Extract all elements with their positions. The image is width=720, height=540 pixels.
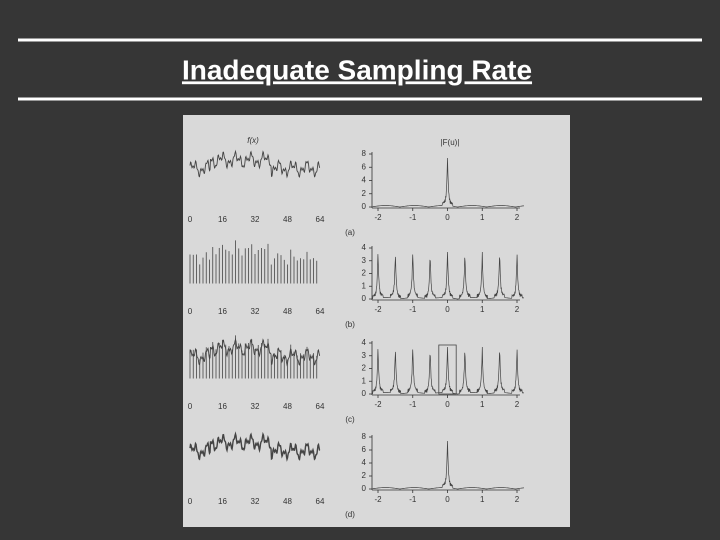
left-x-tick-label: 0 (188, 497, 193, 506)
left-x-tick-label: 16 (218, 402, 227, 411)
caption: (c) (345, 415, 355, 424)
left-x-tick-label: 64 (316, 497, 325, 506)
right-x-tick-label: 0 (445, 495, 450, 504)
right-x-tick-label: 0 (445, 305, 450, 314)
right-y-tick-label: 0 (362, 484, 367, 493)
caption: (d) (345, 510, 355, 519)
right-y-tick-label: 4 (362, 458, 367, 467)
right-y-tick-label: 3 (362, 256, 367, 265)
spectrum (370, 440, 525, 490)
right-y-tick-label: 2 (362, 364, 367, 373)
right-x-tick-label: 1 (480, 495, 485, 504)
right-y-tick-label: 2 (362, 189, 367, 198)
right-y-tick-label: 4 (362, 243, 367, 252)
filter-box (438, 344, 457, 395)
right-x-tick-label: -1 (409, 305, 417, 314)
slide-title: Inadequate Sampling Rate (182, 54, 532, 85)
spectrum (370, 157, 525, 208)
left-x-tick-label: 48 (283, 215, 292, 224)
right-x-tick-label: -2 (374, 213, 382, 222)
right-x-tick-label: -1 (409, 495, 417, 504)
right-x-tick-label: 2 (515, 495, 520, 504)
left-x-tick-label: 0 (188, 402, 193, 411)
left-x-tick-label: 64 (316, 215, 325, 224)
right-y-tick-label: 6 (362, 445, 367, 454)
right-x-tick-label: 0 (445, 213, 450, 222)
spectrum (370, 251, 524, 300)
left-x-tick-label: 48 (283, 307, 292, 316)
right-x-tick-label: -1 (409, 213, 417, 222)
right-y-tick-label: 8 (362, 432, 367, 441)
signal (189, 431, 321, 462)
signal (189, 149, 321, 179)
figure-image (183, 115, 570, 527)
right-y-tick-label: 0 (362, 294, 367, 303)
right-y-tick-label: 4 (362, 176, 367, 185)
right-x-tick-label: -1 (409, 400, 417, 409)
left-x-tick-label: 16 (218, 307, 227, 316)
figure: f(x) |F(u)| (a)0 16 32 48 64 -2 -1 0 1 202468(b)0… (188, 136, 525, 519)
left-x-tick-label: 16 (218, 497, 227, 506)
right-x-tick-label: 0 (445, 400, 450, 409)
right-y-tick-label: 1 (362, 376, 367, 385)
left-x-tick-label: 64 (316, 307, 325, 316)
caption: (b) (345, 320, 355, 329)
right-y-tick-label: 1 (362, 281, 367, 290)
right-y-tick-label: 4 (362, 338, 367, 347)
right-y-tick-label: 3 (362, 351, 367, 360)
spectrum (370, 346, 524, 395)
left-x-tick-label: 32 (251, 497, 260, 506)
left-x-tick-label: 48 (283, 497, 292, 506)
right-x-tick-label: 2 (515, 213, 520, 222)
right-y-tick-label: 0 (362, 389, 367, 398)
right-y-tick-label: 2 (362, 471, 367, 480)
right-y-tick-label: 0 (362, 202, 367, 211)
left-x-tick-label: 0 (188, 307, 193, 316)
caption: (a) (345, 228, 355, 237)
left-label: f(x) (247, 136, 259, 145)
right-y-tick-label: 8 (362, 149, 367, 158)
right-label: |F(u)| (441, 138, 460, 147)
left-x-tick-label: 16 (218, 215, 227, 224)
right-x-tick-label: 1 (480, 400, 485, 409)
left-x-tick-label: 32 (251, 215, 260, 224)
right-x-tick-label: 2 (515, 305, 520, 314)
right-x-tick-label: 2 (515, 400, 520, 409)
left-x-tick-label: 32 (251, 307, 260, 316)
left-x-tick-label: 64 (316, 402, 325, 411)
right-x-tick-label: 1 (480, 305, 485, 314)
left-x-tick-label: 32 (251, 402, 260, 411)
right-x-tick-label: -2 (374, 305, 382, 314)
left-x-tick-label: 0 (188, 215, 193, 224)
right-x-tick-label: 1 (480, 213, 485, 222)
left-x-tick-label: 48 (283, 402, 292, 411)
right-x-tick-label: -2 (374, 495, 382, 504)
right-x-tick-label: -2 (374, 400, 382, 409)
right-y-tick-label: 2 (362, 269, 367, 278)
right-y-tick-label: 6 (362, 162, 367, 171)
